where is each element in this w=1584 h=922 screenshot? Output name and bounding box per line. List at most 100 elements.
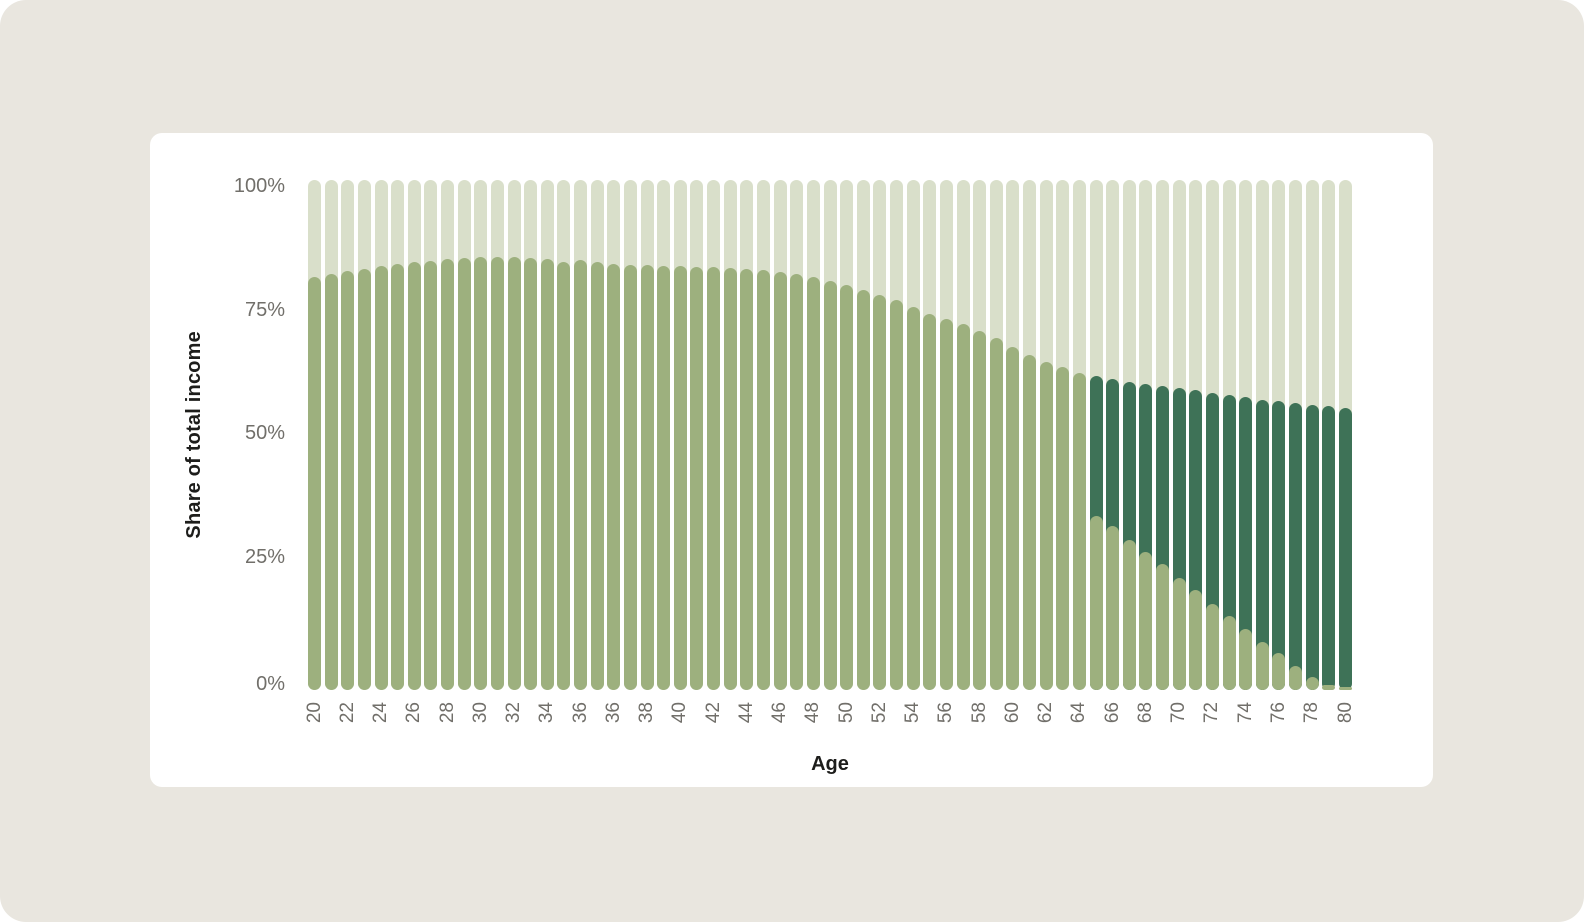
segment-sage xyxy=(989,338,1003,690)
x-tick-label: 76 xyxy=(1267,702,1289,724)
bar-3 xyxy=(357,180,371,690)
bar-40 xyxy=(973,180,987,690)
segment-sage xyxy=(939,319,953,690)
segment-sage xyxy=(773,271,787,690)
x-tick-label: 46 xyxy=(769,702,791,724)
y-tick-label: 50% xyxy=(244,422,285,444)
segment-sage xyxy=(1006,346,1020,690)
x-tick-label: 72 xyxy=(1201,702,1223,724)
bar-24 xyxy=(707,180,721,690)
segment-sage xyxy=(540,259,554,690)
bar-31 xyxy=(823,180,837,690)
segment-dark-green xyxy=(1289,402,1303,690)
bar-34 xyxy=(873,180,887,690)
bar-49 xyxy=(1122,180,1136,690)
segment-sage xyxy=(1305,677,1319,690)
bar-37 xyxy=(923,180,937,690)
segment-sage xyxy=(790,273,804,690)
x-tick-label: 36 xyxy=(569,702,591,724)
segment-sage xyxy=(507,256,521,690)
bar-35 xyxy=(890,180,904,690)
segment-sage xyxy=(1239,629,1253,690)
bar-32 xyxy=(840,180,854,690)
bar-4 xyxy=(374,180,388,690)
bar-50 xyxy=(1139,180,1153,690)
bar-1 xyxy=(324,180,338,690)
bar-47 xyxy=(1089,180,1103,690)
segment-sage xyxy=(1039,362,1053,690)
bar-0 xyxy=(308,180,321,690)
x-tick-label: 42 xyxy=(702,702,724,724)
segment-sage xyxy=(374,266,388,690)
segment-sage xyxy=(1072,372,1086,690)
segment-sage xyxy=(1322,684,1336,690)
bar-30 xyxy=(806,180,820,690)
bar-53 xyxy=(1189,180,1203,690)
segment-sage xyxy=(1189,590,1203,690)
bar-20 xyxy=(640,180,654,690)
bar-62 xyxy=(1339,180,1352,690)
segment-sage xyxy=(840,284,854,690)
bar-7 xyxy=(424,180,438,690)
x-tick-label: 56 xyxy=(935,702,957,724)
bar-57 xyxy=(1255,180,1269,690)
segment-sage xyxy=(1023,354,1037,690)
x-tick-label: 68 xyxy=(1134,702,1156,724)
segment-dark-green xyxy=(1239,396,1253,690)
segment-sage xyxy=(407,262,421,690)
x-tick-label: 24 xyxy=(370,702,392,724)
x-tick-label: 66 xyxy=(1101,702,1123,724)
bar-15 xyxy=(557,180,571,690)
segment-sage xyxy=(1272,653,1286,690)
bar-28 xyxy=(773,180,787,690)
segment-sage xyxy=(490,256,504,690)
segment-sage xyxy=(457,258,471,690)
bar-23 xyxy=(690,180,704,690)
segment-sage xyxy=(1139,552,1153,690)
segment-sage xyxy=(923,313,937,690)
chart-card: Share of total income 100% 75% 50% 25% 0% 20… xyxy=(150,133,1433,787)
segment-sage xyxy=(1122,540,1136,690)
segment-sage xyxy=(823,280,837,690)
bar-8 xyxy=(441,180,455,690)
x-tick-label: 28 xyxy=(436,702,458,724)
x-tick-label: 64 xyxy=(1068,702,1090,724)
bar-39 xyxy=(956,180,970,690)
segment-sage xyxy=(856,289,870,690)
bar-6 xyxy=(407,180,421,690)
bar-48 xyxy=(1106,180,1120,690)
x-tick-label: 30 xyxy=(469,702,491,724)
segment-sage xyxy=(424,260,438,690)
x-tick-label: 58 xyxy=(968,702,990,724)
x-tick-label: 32 xyxy=(503,702,525,724)
x-tick-label: 44 xyxy=(735,702,757,724)
x-tick-label: 70 xyxy=(1168,702,1190,724)
x-tick-label: 34 xyxy=(536,702,558,724)
segment-sage xyxy=(441,259,455,690)
segment-sage xyxy=(673,266,687,690)
segment-sage xyxy=(1289,665,1303,690)
x-tick-label: 78 xyxy=(1301,702,1323,724)
segment-sage xyxy=(1172,577,1186,690)
bar-14 xyxy=(540,180,554,690)
segment-sage xyxy=(1056,367,1070,690)
segment-dark-green xyxy=(1322,406,1336,690)
bar-46 xyxy=(1072,180,1086,690)
bar-22 xyxy=(673,180,687,690)
x-axis-title: Age xyxy=(811,753,849,775)
segment-sage xyxy=(623,264,637,690)
bar-13 xyxy=(524,180,538,690)
segment-sage xyxy=(1156,564,1170,690)
bar-52 xyxy=(1172,180,1186,690)
segment-sage xyxy=(1255,641,1269,690)
x-tick-label: 22 xyxy=(336,702,358,724)
x-tick-label: 26 xyxy=(403,702,425,724)
bar-61 xyxy=(1322,180,1336,690)
bar-17 xyxy=(590,180,604,690)
segment-sage xyxy=(1339,687,1352,690)
segment-sage xyxy=(1089,516,1103,690)
segment-dark-green xyxy=(1272,401,1286,690)
segment-sage xyxy=(723,268,737,690)
